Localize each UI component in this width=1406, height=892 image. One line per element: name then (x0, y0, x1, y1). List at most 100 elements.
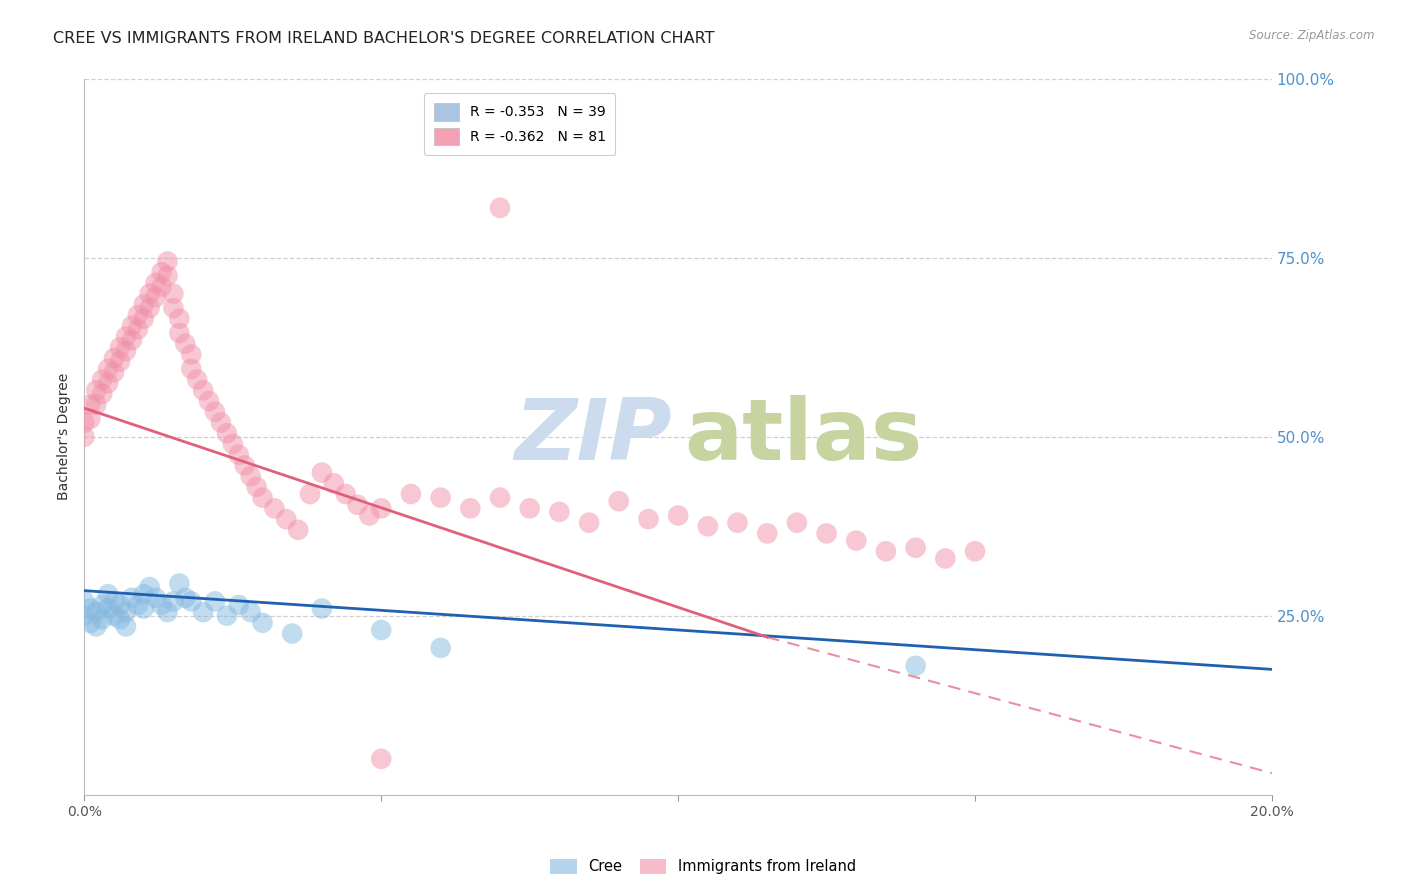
Point (138, 301, 160, 315)
Point (174, 336, 197, 351)
Point (322, 476, 344, 491)
Point (169, 326, 191, 340)
Legend: R = -0.353   N = 39, R = -0.362   N = 81: R = -0.353 N = 39, R = -0.362 N = 81 (423, 93, 616, 155)
Point (73, 416, 96, 430)
Point (637, 512, 659, 526)
Point (845, 533, 868, 548)
Point (150, 265, 173, 279)
Point (79, 398, 101, 412)
Point (429, 640, 451, 655)
Point (281, 626, 304, 640)
Point (904, 541, 927, 555)
Point (115, 329, 138, 343)
Point (132, 311, 155, 326)
Point (132, 601, 155, 615)
Point (73, 430, 96, 444)
Point (489, 201, 512, 215)
Point (79, 412, 101, 426)
Point (204, 405, 226, 419)
Point (191, 605, 214, 619)
Point (108, 612, 131, 626)
Point (138, 580, 160, 594)
Point (239, 469, 262, 483)
Point (904, 658, 927, 673)
Point (239, 605, 262, 619)
Point (191, 384, 214, 398)
Point (97, 361, 120, 376)
Point (276, 512, 298, 526)
Point (756, 526, 779, 541)
Point (84, 619, 107, 633)
Point (215, 608, 238, 623)
Point (370, 501, 392, 516)
Point (489, 491, 512, 505)
Point (169, 311, 191, 326)
Point (204, 594, 226, 608)
Point (162, 286, 184, 301)
Legend: Cree, Immigrants from Ireland: Cree, Immigrants from Ireland (544, 853, 862, 880)
Point (79, 615, 101, 630)
Point (132, 587, 155, 601)
Point (180, 347, 202, 361)
Point (103, 351, 125, 365)
Y-axis label: Bachelor's Degree: Bachelor's Degree (58, 373, 72, 500)
Point (156, 605, 179, 619)
Point (934, 551, 956, 566)
Point (73, 608, 96, 623)
Point (103, 608, 125, 623)
Point (84, 384, 107, 398)
Point (359, 508, 381, 523)
Point (578, 516, 600, 530)
Point (666, 508, 689, 523)
Point (150, 598, 173, 612)
Point (311, 601, 333, 615)
Point (252, 491, 274, 505)
Point (875, 544, 897, 558)
Point (115, 605, 138, 619)
Point (91, 612, 114, 626)
Point (215, 426, 238, 441)
Point (127, 598, 149, 612)
Point (115, 343, 138, 358)
Point (607, 494, 630, 508)
Point (97, 601, 120, 615)
Point (145, 290, 167, 304)
Point (519, 501, 541, 516)
Point (311, 466, 333, 480)
Point (97, 376, 120, 391)
Text: CREE VS IMMIGRANTS FROM IRELAND BACHELOR'S DEGREE CORRELATION CHART: CREE VS IMMIGRANTS FROM IRELAND BACHELOR… (53, 31, 714, 46)
Point (174, 591, 197, 605)
Point (103, 365, 125, 379)
Point (121, 333, 143, 347)
Point (145, 591, 167, 605)
Point (138, 286, 160, 301)
Point (127, 322, 149, 336)
Point (198, 394, 221, 409)
Point (121, 591, 143, 605)
Point (108, 340, 131, 354)
Point (145, 276, 167, 290)
Point (252, 615, 274, 630)
Point (548, 505, 571, 519)
Point (298, 487, 321, 501)
Point (209, 416, 232, 430)
Point (370, 623, 392, 637)
Point (815, 526, 838, 541)
Text: Source: ZipAtlas.com: Source: ZipAtlas.com (1250, 29, 1375, 42)
Point (429, 491, 451, 505)
Point (263, 501, 285, 516)
Point (180, 361, 202, 376)
Point (91, 598, 114, 612)
Point (287, 523, 309, 537)
Point (91, 387, 114, 401)
Point (73, 594, 96, 608)
Point (335, 487, 357, 501)
Point (115, 619, 138, 633)
Point (399, 487, 422, 501)
Point (150, 279, 173, 293)
Point (127, 308, 149, 322)
Point (108, 354, 131, 368)
Point (228, 598, 250, 612)
Point (97, 587, 120, 601)
Point (370, 752, 392, 766)
